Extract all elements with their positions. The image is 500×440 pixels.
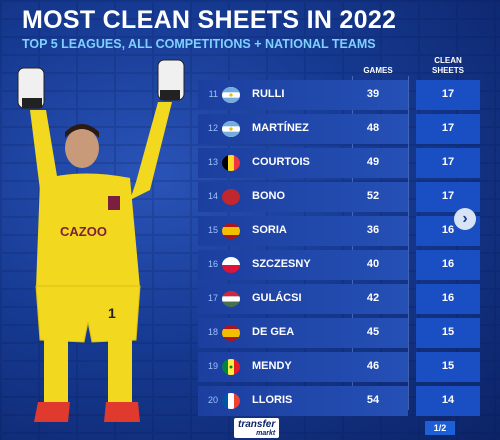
rank-number: 12: [207, 123, 218, 133]
clean-sheets-cell: 14: [416, 386, 480, 416]
clean-sheets-cell: 15: [416, 352, 480, 382]
clean-sheets-value: 16: [441, 292, 455, 304]
table-row: 14 BONO 52 17: [198, 182, 482, 212]
clean-sheets-cell: 16: [416, 284, 480, 314]
clean-sheets-value: 16: [441, 258, 455, 270]
clean-sheets-value: 14: [441, 394, 455, 406]
clean-sheets-column-header: CLEAN SHEETS: [431, 56, 464, 75]
table-row: 11 RULLI 39 17: [198, 80, 482, 110]
player-name: LLORIS: [252, 394, 293, 406]
rank-number: 18: [207, 327, 218, 337]
morocco-flag-icon: [222, 189, 240, 205]
rank-number: 14: [207, 191, 218, 201]
table-row: 12 MARTÍNEZ 48 17: [198, 114, 482, 144]
games-value: 42: [366, 292, 380, 304]
rank-number: 17: [207, 293, 218, 303]
player-name: COURTOIS: [252, 156, 310, 168]
chevron-right-icon[interactable]: ›: [454, 208, 476, 230]
poland-flag-icon: [222, 257, 240, 273]
games-value: 48: [366, 122, 380, 134]
player-name: SZCZESNY: [252, 258, 311, 270]
argentina-flag-icon: [222, 121, 240, 137]
france-flag-icon: [222, 393, 240, 409]
rank-number: 13: [207, 157, 218, 167]
clean-sheets-cell: 17: [416, 148, 480, 178]
table-row: 19 MENDY 46 15: [198, 352, 482, 382]
clean-sheets-cell: 16: [416, 250, 480, 280]
clean-sheets-value: 16: [441, 224, 455, 236]
player-name: MENDY: [252, 360, 292, 372]
games-value: 52: [366, 190, 380, 202]
goalkeeper-figure: 1 CAZOO: [17, 59, 185, 422]
transfermarkt-logo: transfer markt: [234, 418, 280, 438]
player-name: SORIA: [252, 224, 287, 236]
games-value: 54: [366, 394, 380, 406]
rank-number: 15: [207, 225, 218, 235]
clean-sheets-value: 17: [441, 156, 455, 168]
page-subtitle: TOP 5 LEAGUES, ALL COMPETITIONS + NATION…: [22, 37, 376, 51]
clean-sheets-value: 15: [441, 360, 455, 372]
player-name: MARTÍNEZ: [252, 122, 309, 134]
games-value: 45: [366, 326, 380, 338]
senegal-flag-icon: [222, 359, 240, 375]
games-value: 49: [366, 156, 380, 168]
table-row: 16 SZCZESNY 40 16: [198, 250, 482, 280]
table-row: 20 LLORIS 54 14: [198, 386, 482, 416]
clean-sheets-value: 17: [441, 88, 455, 100]
table-row: 17 GULÁCSI 42 16: [198, 284, 482, 314]
shirt-sponsor-text: CAZOO: [60, 224, 107, 239]
page-title: MOST CLEAN SHEETS IN 2022: [22, 6, 397, 34]
clean-sheets-cell: 15: [416, 318, 480, 348]
table-row: 15 SORIA 36 16: [198, 216, 482, 246]
games-value: 39: [366, 88, 380, 100]
clean-sheets-value: 15: [441, 326, 455, 338]
table-row: 13 COURTOIS 49 17: [198, 148, 482, 178]
player-name: GULÁCSI: [252, 292, 302, 304]
belgium-flag-icon: [222, 155, 240, 171]
spain-flag-icon: [222, 325, 240, 341]
clean-sheets-value: 17: [441, 190, 455, 202]
games-value: 40: [366, 258, 380, 270]
spain-flag-icon: [222, 223, 240, 239]
table-row: 18 DE GEA 45 15: [198, 318, 482, 348]
svg-text:1: 1: [108, 305, 116, 321]
clean-sheets-cell: 17: [416, 114, 480, 144]
clean-sheets-value: 17: [441, 122, 455, 134]
column-divider: [408, 76, 409, 410]
rank-number: 20: [207, 395, 218, 405]
clean-sheets-cell: 17: [416, 182, 480, 212]
player-name: BONO: [252, 190, 285, 202]
rank-number: 11: [208, 89, 218, 99]
hungary-flag-icon: [222, 291, 240, 307]
games-value: 46: [366, 360, 380, 372]
clean-sheets-cell: 17: [416, 80, 480, 110]
rank-number: 19: [207, 361, 218, 371]
rank-number: 16: [207, 259, 218, 269]
player-name: RULLI: [252, 88, 285, 100]
player-name: DE GEA: [252, 326, 295, 338]
pagination-indicator: 1/2: [425, 421, 455, 435]
argentina-flag-icon: [222, 87, 240, 103]
games-column-header: GAMES: [363, 66, 393, 75]
games-value: 36: [366, 224, 380, 236]
